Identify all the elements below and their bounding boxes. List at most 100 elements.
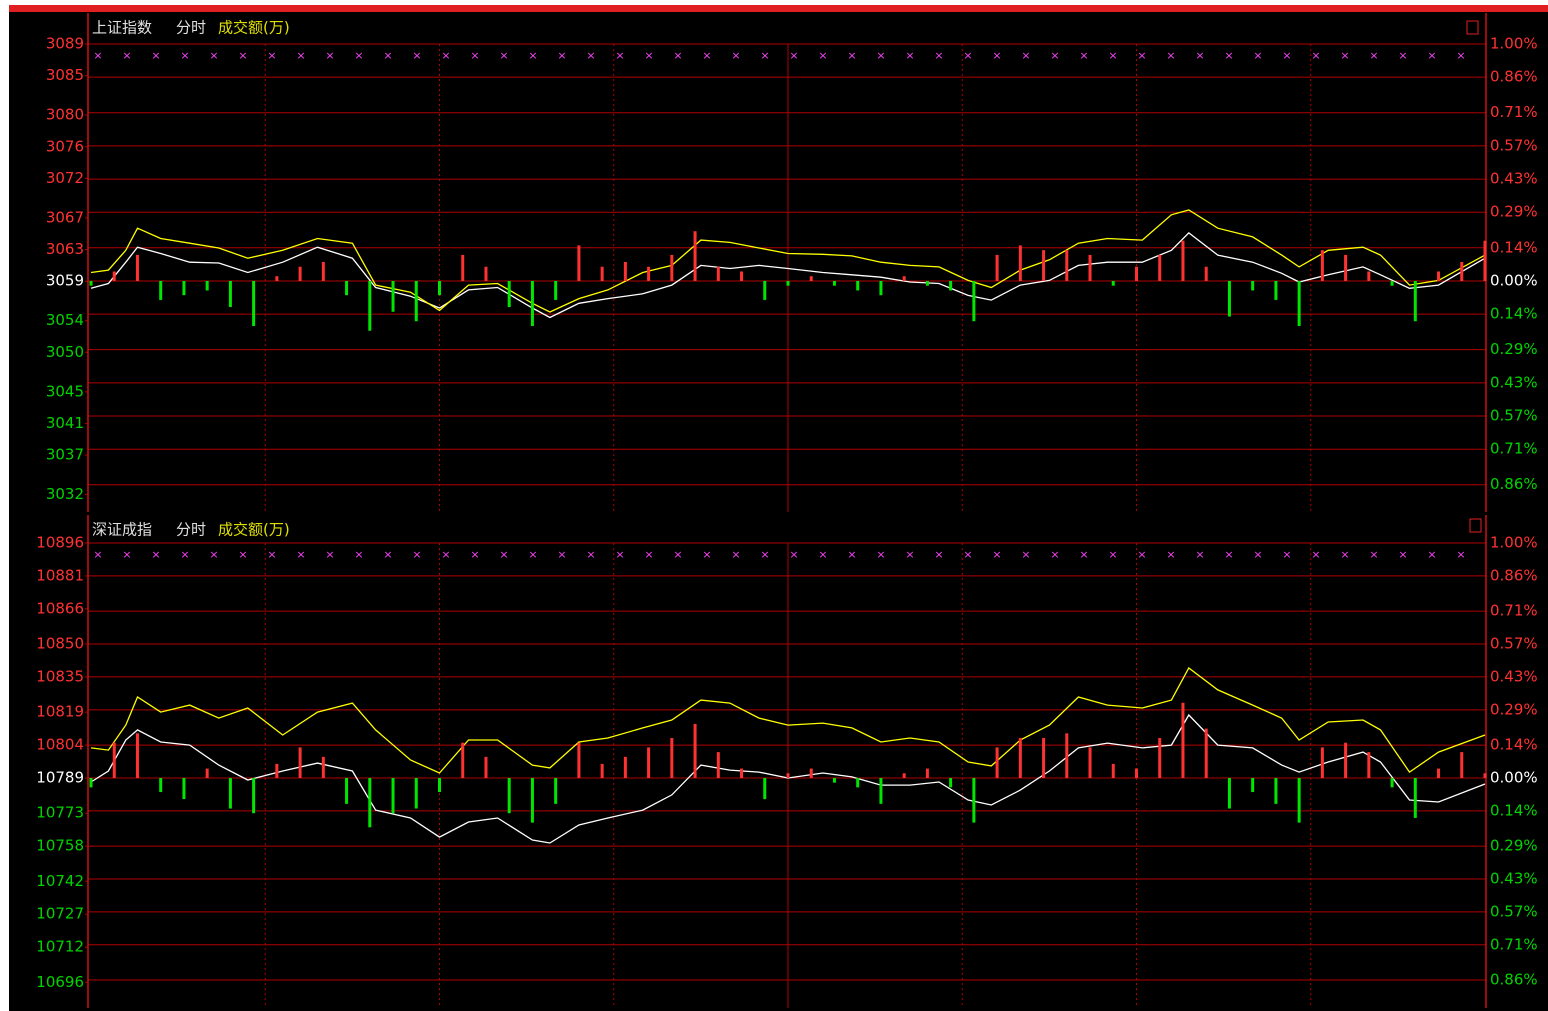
y-tick-label: 10804 [36,736,84,754]
marker-x: × [847,548,856,561]
panel-title: 上证指数 [92,19,152,37]
bar [112,742,116,778]
panel-icon[interactable] [1466,20,1479,35]
bar [740,271,744,281]
marker-x: × [615,49,624,62]
marker-x: × [470,49,479,62]
marker-x: × [847,49,856,62]
bar [461,742,465,778]
bar [112,271,116,281]
marker-x: × [702,49,711,62]
bar [228,280,232,308]
y2-tick-label: 0.57% [1490,136,1538,154]
y2-tick-label: 0.43% [1490,373,1538,391]
y-tick-label: 3054 [46,311,84,329]
y2-tick-label: 0.57% [1490,635,1538,653]
marker-x: × [1253,548,1262,561]
y-tick-label: 10773 [36,804,84,822]
y2-tick-label: 0.14% [1490,305,1538,323]
bar [577,742,581,778]
bar [205,768,209,778]
bar [786,280,790,286]
bar [1437,271,1441,281]
marker-x: × [818,548,827,561]
y-tick-label: 10866 [36,599,84,617]
bar [1344,742,1348,778]
bar [623,756,627,778]
bar [182,280,186,296]
marker-x: × [267,49,276,62]
marker-x: × [992,49,1001,62]
bar [414,280,418,322]
marker-x: × [1311,548,1320,561]
bar [1018,245,1022,281]
y2-tick-label: 1.00% [1490,35,1538,53]
y-tick-label: 10789 [36,769,84,787]
y-tick-label: 3063 [46,240,84,258]
bar [716,266,720,281]
bar [484,756,488,778]
marker-x: × [1340,49,1349,62]
bar [1460,752,1464,778]
price-line [90,232,1486,319]
marker-x: × [1253,49,1262,62]
panel-subtitle: 分时 [176,19,206,37]
bar [275,276,279,281]
marker-x: × [876,548,885,561]
y-tick-label: 3089 [46,35,84,53]
y-tick-label: 3085 [46,66,84,84]
marker-x: × [499,49,508,62]
marker-x: × [1456,49,1465,62]
marker-x: × [905,49,914,62]
bar [693,231,697,281]
bar [832,280,836,286]
bar [530,280,534,326]
y-tick-label: 10696 [36,973,84,991]
bar [600,266,604,281]
bar [763,777,767,800]
marker-x: × [209,548,218,561]
bar [1297,280,1301,326]
bar [832,777,836,783]
bar [1181,240,1185,281]
marker-x: × [1137,548,1146,561]
bar [252,280,256,326]
marker-x: × [528,49,537,62]
marker-x: × [470,548,479,561]
marker-x: × [963,548,972,561]
marker-x: × [1050,548,1059,561]
bar [1413,777,1417,818]
marker-x: × [1108,548,1117,561]
bar [925,280,929,286]
y-tick-label: 10742 [36,872,84,890]
bar [902,773,906,778]
marker-x: × [586,548,595,561]
panel-icon[interactable] [1469,518,1482,533]
y-tick-label: 3059 [46,272,84,290]
bar [879,280,883,296]
marker-x: × [702,548,711,561]
marker-x: × [1166,49,1175,62]
y2-tick-label: 0.86% [1490,68,1538,86]
marker-x: × [1311,49,1320,62]
y2-tick-label: 0.86% [1490,475,1538,493]
marker-x: × [876,49,885,62]
bar [1483,240,1487,281]
bar [391,777,395,814]
bar [438,280,441,296]
y2-tick-label: 0.14% [1490,238,1538,256]
bar [1390,777,1394,788]
y2-tick-label: 0.29% [1490,700,1538,718]
marker-x: × [760,548,769,561]
bar [252,777,256,814]
bar [879,777,883,804]
bar [1251,280,1255,291]
bar [530,777,534,823]
price-line [90,667,1486,774]
y-tick-label: 3045 [46,382,84,400]
marker-x: × [731,49,740,62]
y2-tick-label: 1.00% [1490,534,1538,552]
bar [1320,747,1324,778]
marker-x: × [1108,49,1117,62]
